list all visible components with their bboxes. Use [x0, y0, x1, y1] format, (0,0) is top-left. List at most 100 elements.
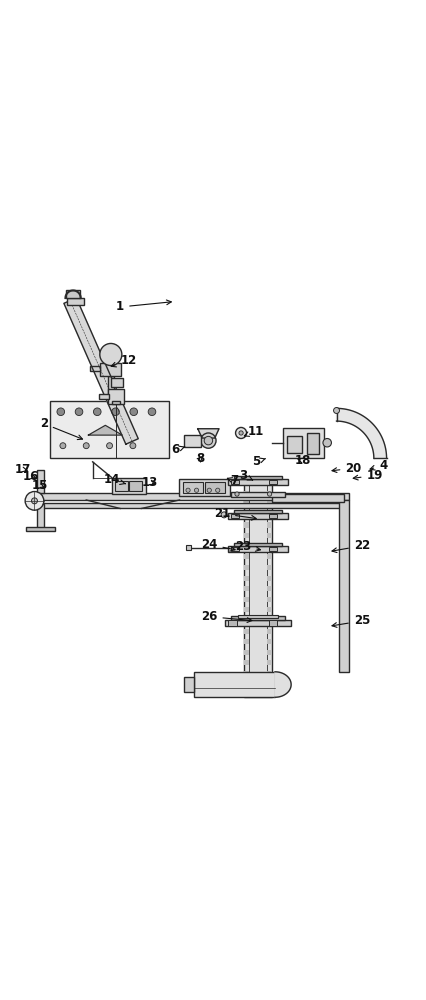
- Text: 26: 26: [201, 610, 251, 623]
- Bar: [100, 363, 121, 376]
- Text: 4: 4: [369, 459, 386, 472]
- Bar: [267, 554, 271, 559]
- Bar: [268, 620, 277, 626]
- Circle shape: [333, 408, 339, 413]
- Circle shape: [106, 443, 112, 449]
- Bar: [244, 565, 248, 570]
- Bar: [99, 394, 109, 399]
- Bar: [230, 480, 238, 484]
- Bar: [37, 503, 340, 508]
- Text: 22: 22: [331, 539, 369, 553]
- Bar: [244, 607, 248, 612]
- Bar: [89, 366, 100, 371]
- Bar: [267, 480, 271, 485]
- Bar: [267, 660, 271, 665]
- Circle shape: [83, 443, 89, 449]
- Bar: [230, 492, 285, 497]
- Text: 20: 20: [331, 462, 361, 475]
- Text: 24: 24: [201, 538, 234, 551]
- Bar: [233, 476, 282, 479]
- Bar: [244, 501, 248, 506]
- Bar: [267, 607, 271, 612]
- Bar: [244, 491, 248, 496]
- Text: 25: 25: [331, 614, 369, 627]
- Bar: [111, 378, 122, 387]
- Circle shape: [322, 438, 331, 447]
- Circle shape: [32, 498, 37, 504]
- Circle shape: [204, 436, 212, 445]
- Bar: [268, 547, 276, 551]
- Bar: [230, 514, 238, 518]
- Circle shape: [221, 512, 227, 518]
- Text: 1: 1: [116, 300, 171, 313]
- Bar: [29, 493, 348, 500]
- Bar: [244, 639, 248, 644]
- Bar: [268, 514, 276, 518]
- Circle shape: [194, 488, 198, 492]
- Bar: [271, 494, 343, 502]
- Bar: [244, 650, 248, 655]
- Bar: [267, 597, 271, 602]
- Bar: [233, 510, 282, 513]
- Bar: [244, 586, 248, 591]
- Bar: [112, 478, 145, 494]
- Polygon shape: [88, 425, 122, 435]
- Bar: [267, 565, 271, 570]
- Text: 6: 6: [171, 443, 184, 456]
- Bar: [225, 620, 290, 626]
- Bar: [338, 500, 348, 672]
- Bar: [244, 481, 271, 697]
- Polygon shape: [197, 429, 219, 438]
- Bar: [244, 522, 248, 528]
- Bar: [244, 629, 248, 634]
- Bar: [267, 576, 271, 581]
- Text: 5: 5: [251, 455, 265, 468]
- Circle shape: [112, 408, 119, 416]
- Bar: [286, 436, 301, 453]
- Bar: [244, 660, 248, 665]
- Bar: [244, 533, 248, 538]
- Bar: [227, 546, 287, 552]
- Circle shape: [207, 488, 211, 492]
- Bar: [233, 543, 282, 546]
- Bar: [194, 672, 274, 697]
- Bar: [267, 522, 271, 528]
- Bar: [267, 650, 271, 655]
- Circle shape: [130, 408, 137, 416]
- Text: 2: 2: [40, 417, 82, 440]
- Bar: [267, 533, 271, 538]
- Text: 17: 17: [14, 463, 31, 476]
- Bar: [183, 435, 200, 447]
- Bar: [268, 480, 276, 484]
- Circle shape: [130, 443, 135, 449]
- Circle shape: [75, 408, 83, 416]
- Bar: [230, 547, 238, 551]
- Bar: [306, 433, 318, 454]
- Text: 7: 7: [227, 474, 238, 487]
- Bar: [182, 482, 203, 493]
- Bar: [267, 629, 271, 634]
- Bar: [108, 376, 114, 401]
- Bar: [244, 512, 248, 517]
- Text: 3: 3: [239, 469, 252, 482]
- Text: 14: 14: [103, 473, 125, 486]
- Bar: [267, 544, 271, 549]
- Bar: [37, 470, 44, 493]
- Bar: [267, 682, 271, 687]
- Bar: [244, 682, 248, 687]
- Bar: [244, 597, 248, 602]
- Circle shape: [57, 408, 64, 416]
- Bar: [267, 501, 271, 506]
- Bar: [244, 618, 248, 623]
- Bar: [108, 389, 123, 404]
- Circle shape: [185, 488, 190, 492]
- Bar: [237, 615, 278, 618]
- Bar: [230, 616, 285, 620]
- Bar: [267, 618, 271, 623]
- Bar: [227, 620, 236, 626]
- Bar: [50, 401, 169, 458]
- Bar: [66, 290, 80, 298]
- Text: 8: 8: [196, 452, 204, 465]
- Bar: [26, 527, 55, 531]
- Circle shape: [200, 433, 216, 448]
